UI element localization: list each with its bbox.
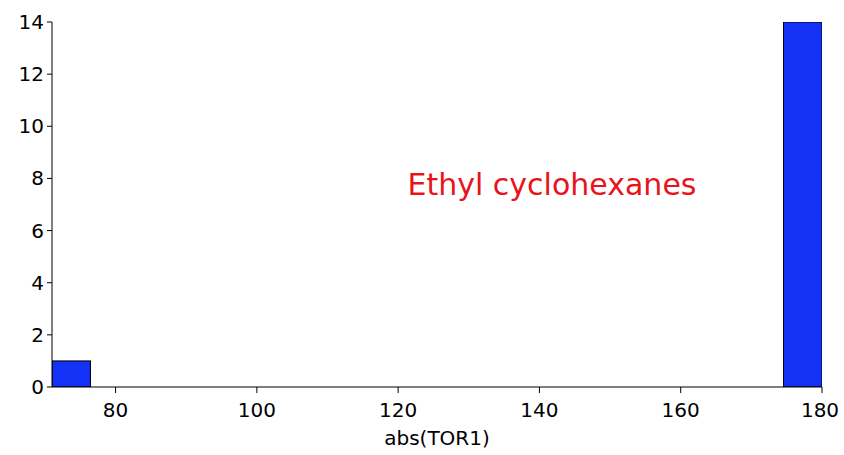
x-axis-label: abs(TOR1) <box>384 426 490 450</box>
x-tick <box>256 387 257 393</box>
x-axis <box>52 387 822 388</box>
x-tick <box>539 387 540 393</box>
y-tick-label: 2 <box>31 323 44 347</box>
y-tick-label: 12 <box>19 62 44 86</box>
x-tick-label: 180 <box>801 398 839 422</box>
x-tick <box>398 387 399 393</box>
y-tick <box>47 334 52 335</box>
x-tick-label: 140 <box>520 398 558 422</box>
y-tick-label: 8 <box>31 166 44 190</box>
x-tick <box>822 387 823 393</box>
annotation: Ethyl cyclohexanes <box>408 167 697 202</box>
x-tick-label: 100 <box>238 398 276 422</box>
x-tick-label: 120 <box>379 398 417 422</box>
y-tick <box>47 178 52 179</box>
bar <box>784 22 823 387</box>
y-axis <box>52 22 53 387</box>
y-tick <box>47 387 52 388</box>
y-tick-label: 10 <box>19 114 44 138</box>
y-tick <box>47 22 52 23</box>
bars <box>52 22 822 387</box>
x-tick-label: 160 <box>662 398 700 422</box>
chart: 0 2 4 6 8 10 12 14 80 100 120 140 160 180 abs(TOR1) Eth… <box>0 0 844 455</box>
y-tick <box>47 126 52 127</box>
x-tick <box>680 387 681 393</box>
bar <box>52 361 91 387</box>
y-tick <box>47 230 52 231</box>
y-tick-label: 14 <box>19 10 44 34</box>
y-tick-label: 6 <box>31 219 44 243</box>
y-tick-label: 0 <box>31 375 44 399</box>
x-tick-label: 80 <box>103 398 128 422</box>
y-tick <box>47 282 52 283</box>
y-tick <box>47 74 52 75</box>
y-tick-label: 4 <box>31 271 44 295</box>
x-tick <box>115 387 116 393</box>
